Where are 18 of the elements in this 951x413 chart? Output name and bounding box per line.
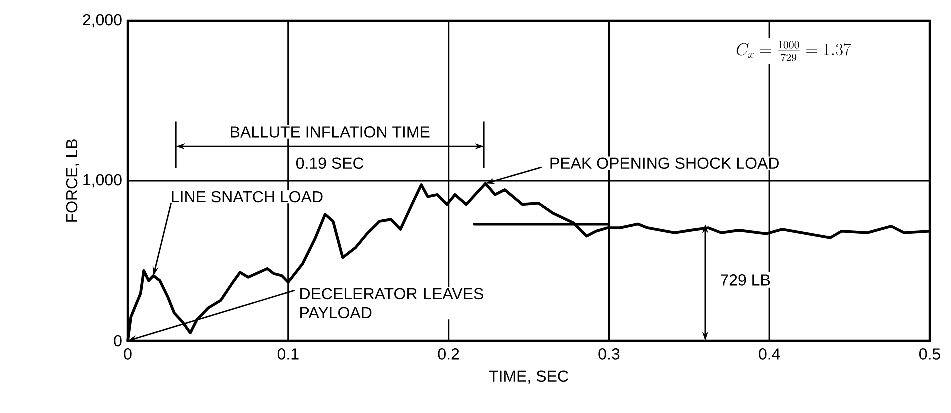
x-tick-label: 0.3 — [598, 348, 620, 360]
annotation: DECELERATOR LEAVES PAYLOAD — [300, 288, 484, 319]
x-tick-label: 0.4 — [759, 348, 780, 360]
y-axis-title: FORCE, LB — [66, 140, 80, 222]
x-tick-label: 0 — [124, 348, 132, 360]
annotation: PEAK OPENING SHOCK LOAD — [550, 158, 779, 170]
x-tick-label: 0.5 — [920, 348, 940, 360]
x-tick-label: 0.1 — [278, 348, 299, 360]
annotation: 729 LB — [721, 274, 770, 286]
y-tick-label: 1,000 — [84, 174, 122, 188]
annotation: $C_{x} = \frac{1000}{729} = 1.37$ — [736, 41, 852, 62]
y-tick-label: 2,000 — [83, 14, 122, 28]
x-axis-title: TIME, SEC — [489, 370, 568, 384]
annotation: LINE SNATCH LOAD — [172, 191, 323, 203]
annotation: BALLUTE INFLATION TIME — [231, 126, 430, 138]
annotation: 0.19 SEC — [296, 158, 364, 170]
y-tick-label: 0 — [114, 335, 122, 347]
x-tick-label: 0.2 — [438, 348, 460, 360]
